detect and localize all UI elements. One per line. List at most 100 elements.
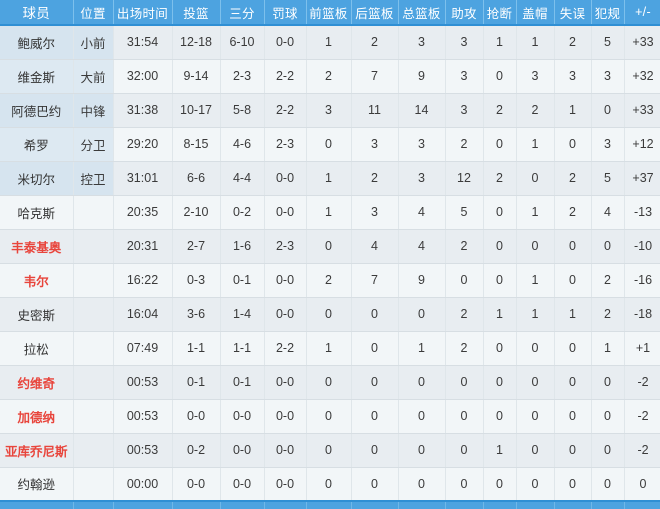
cell-tov: 0 <box>554 365 592 400</box>
cell-blk: 1 <box>516 297 555 332</box>
cell-blk: 0 <box>516 399 555 434</box>
cell-tov: 0 <box>554 433 592 468</box>
cell-stl: 0 <box>483 59 517 94</box>
cell-min: 29:20 <box>113 127 173 162</box>
cell-pf: 4 <box>591 195 625 230</box>
cell-pos: 中锋 <box>73 93 114 128</box>
table-body: 鲍威尔小前31:5412-186-100-012331125+3330维金斯大前… <box>0 25 660 502</box>
total-cell-dreb: 39 <box>351 500 399 509</box>
cell-ast: 12 <box>445 161 484 196</box>
cell-tov: 2 <box>554 25 592 60</box>
cell-fg: 0-1 <box>172 365 221 400</box>
cell-pos <box>73 297 114 332</box>
cell-pos: 大前 <box>73 59 114 94</box>
cell-treb: 0 <box>398 467 446 502</box>
column-header-treb[interactable]: 总篮板 <box>398 0 446 26</box>
column-header-pf[interactable]: 犯规 <box>591 0 625 26</box>
cell-tp: 4-6 <box>220 127 265 162</box>
cell-treb: 4 <box>398 195 446 230</box>
cell-blk: 0 <box>516 161 555 196</box>
cell-ast: 0 <box>445 467 484 502</box>
cell-pm: +32 <box>624 59 660 94</box>
cell-stl: 0 <box>483 127 517 162</box>
column-header-dreb[interactable]: 后篮板 <box>351 0 399 26</box>
cell-pm: +33 <box>624 25 660 60</box>
cell-name: 希罗 <box>0 127 74 162</box>
cell-treb: 3 <box>398 161 446 196</box>
cell-tov: 0 <box>554 263 592 298</box>
cell-stl: 0 <box>483 399 517 434</box>
column-header-tov[interactable]: 失误 <box>554 0 592 26</box>
cell-min: 31:54 <box>113 25 173 60</box>
cell-treb: 3 <box>398 25 446 60</box>
column-header-ast[interactable]: 助攻 <box>445 0 484 26</box>
column-header-oreb[interactable]: 前篮板 <box>306 0 352 26</box>
cell-treb: 0 <box>398 399 446 434</box>
column-header-pm[interactable]: +/- <box>624 0 660 26</box>
column-header-fg[interactable]: 投篮 <box>172 0 221 26</box>
total-cell-tov: 11 <box>554 500 592 509</box>
column-header-min[interactable]: 出场时间 <box>113 0 173 26</box>
cell-dreb: 7 <box>351 263 399 298</box>
cell-tp: 1-1 <box>220 331 265 366</box>
cell-min: 31:38 <box>113 93 173 128</box>
cell-tp: 1-4 <box>220 297 265 332</box>
cell-tov: 0 <box>554 229 592 264</box>
cell-ast: 5 <box>445 195 484 230</box>
cell-fg: 6-6 <box>172 161 221 196</box>
cell-pf: 0 <box>591 399 625 434</box>
cell-oreb: 0 <box>306 365 352 400</box>
cell-pm: +1 <box>624 331 660 366</box>
cell-blk: 1 <box>516 195 555 230</box>
column-header-stl[interactable]: 抢断 <box>483 0 517 26</box>
column-header-tp[interactable]: 三分 <box>220 0 265 26</box>
cell-tov: 0 <box>554 127 592 162</box>
cell-stl: 2 <box>483 93 517 128</box>
cell-pos: 控卫 <box>73 161 114 196</box>
cell-dreb: 7 <box>351 59 399 94</box>
cell-stl: 0 <box>483 365 517 400</box>
cell-name: 史密斯 <box>0 297 74 332</box>
cell-pos <box>73 229 114 264</box>
cell-stl: 1 <box>483 25 517 60</box>
cell-treb: 1 <box>398 331 446 366</box>
cell-pm: -2 <box>624 365 660 400</box>
cell-fg: 0-0 <box>172 467 221 502</box>
cell-ft: 0-0 <box>264 25 307 60</box>
cell-tov: 0 <box>554 399 592 434</box>
cell-pm: -13 <box>624 195 660 230</box>
cell-blk: 0 <box>516 467 555 502</box>
cell-name: 阿德巴约 <box>0 93 74 128</box>
cell-oreb: 2 <box>306 59 352 94</box>
cell-pm: 0 <box>624 467 660 502</box>
cell-tp: 0-0 <box>220 399 265 434</box>
column-header-blk[interactable]: 盖帽 <box>516 0 555 26</box>
column-header-ft[interactable]: 罚球 <box>264 0 307 26</box>
cell-stl: 0 <box>483 229 517 264</box>
cell-min: 32:00 <box>113 59 173 94</box>
cell-dreb: 0 <box>351 399 399 434</box>
cell-name: 约维奇 <box>0 365 74 400</box>
cell-blk: 1 <box>516 127 555 162</box>
cell-pos <box>73 195 114 230</box>
total-cell-oreb: 11 <box>306 500 352 509</box>
cell-fg: 8-15 <box>172 127 221 162</box>
column-header-pos[interactable]: 位置 <box>73 0 114 26</box>
column-header-name[interactable]: 球员 <box>0 0 74 26</box>
cell-ast: 3 <box>445 93 484 128</box>
